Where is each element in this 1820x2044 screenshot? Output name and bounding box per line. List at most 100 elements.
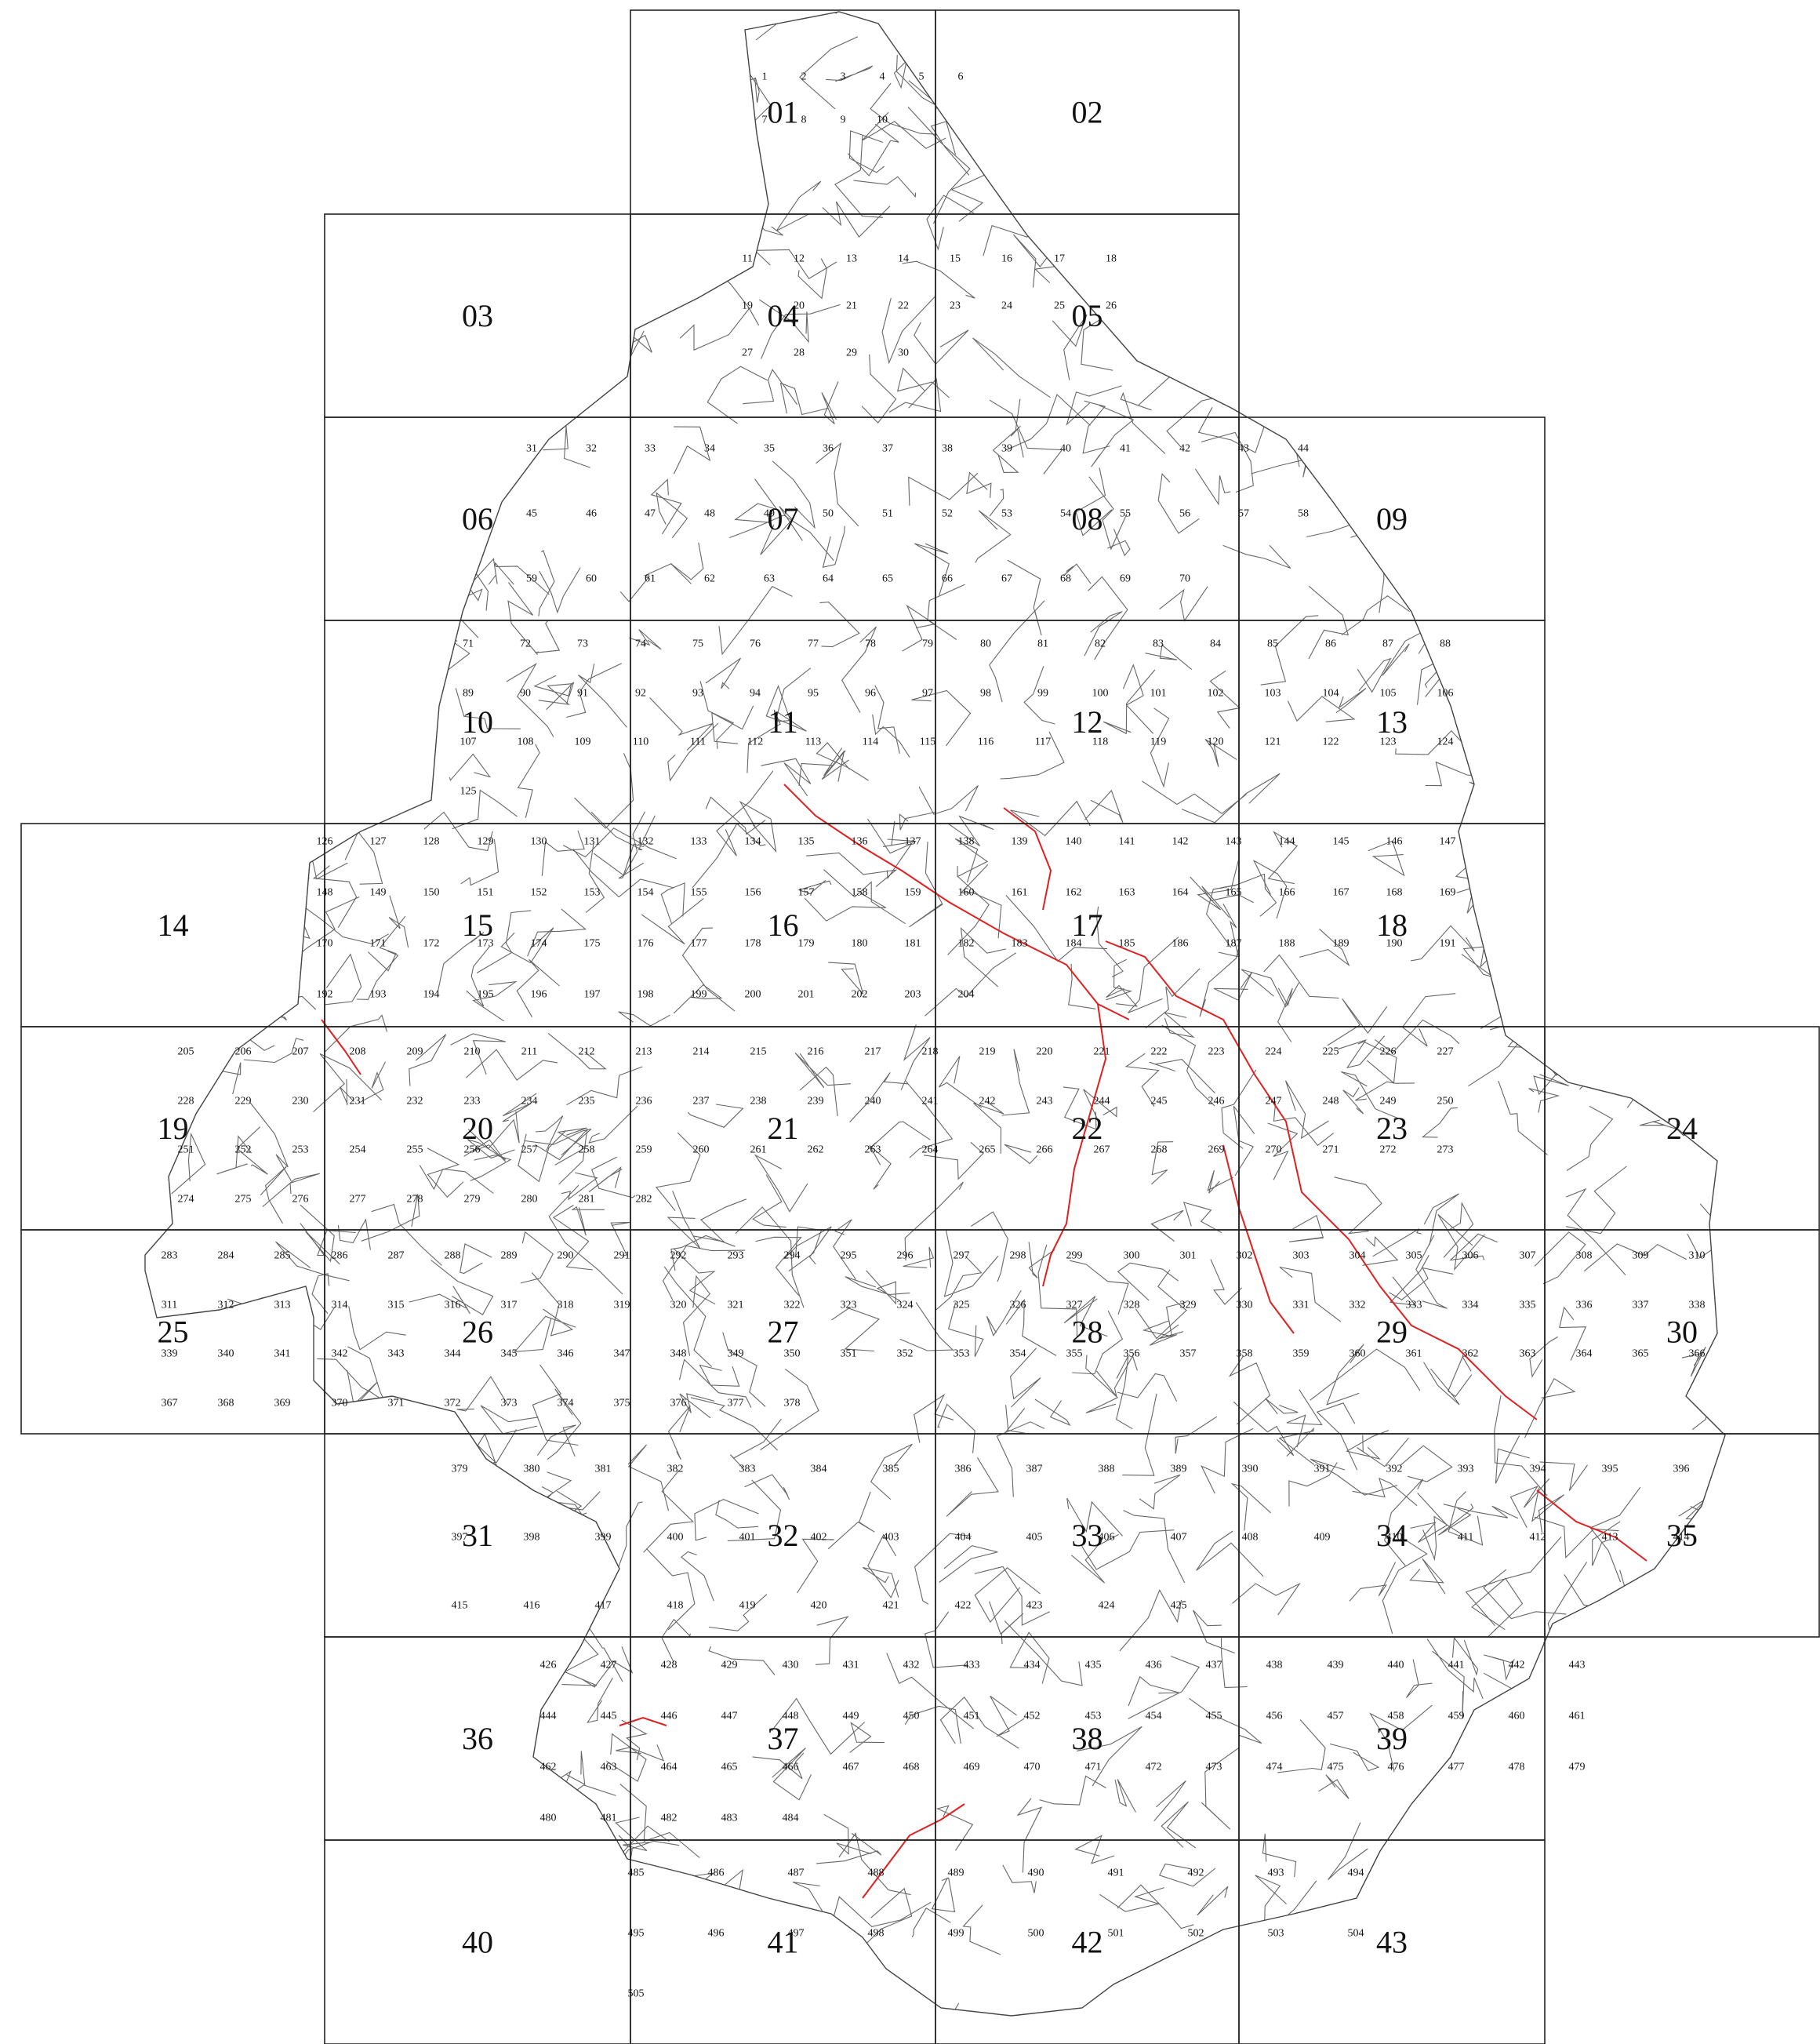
- parcel-boundary-line: [1557, 1935, 1633, 1985]
- parcel-number: 376: [670, 1398, 687, 1409]
- parcel-number: 65: [882, 573, 893, 585]
- sheet-04-label[interactable]: 04: [768, 298, 799, 333]
- parcel-boundary-line: [1322, 1910, 1365, 1990]
- parcel-number: 313: [274, 1300, 291, 1311]
- parcel-boundary-line: [538, 1769, 616, 1806]
- parcel-boundary-line: [1210, 1259, 1242, 1305]
- sheet-37-label[interactable]: 37: [768, 1721, 799, 1756]
- sheet-29-label[interactable]: 29: [1376, 1315, 1408, 1350]
- sheet-36-label[interactable]: 36: [462, 1721, 493, 1756]
- sheet-06-label[interactable]: 06: [462, 501, 493, 536]
- sheet-38-label[interactable]: 38: [1072, 1721, 1103, 1756]
- sheet-25-label[interactable]: 25: [158, 1315, 189, 1350]
- parcel-boundary-line: [1063, 563, 1092, 584]
- parcel-boundary-line: [735, 1206, 805, 1308]
- parcel-number: 230: [292, 1096, 309, 1107]
- parcel-number: 408: [1242, 1532, 1259, 1544]
- sheet-05-label[interactable]: 05: [1072, 298, 1103, 333]
- parcel-number: 486: [708, 1868, 725, 1879]
- sheet-17-label[interactable]: 17: [1072, 907, 1103, 943]
- sheet-11-label[interactable]: 11: [768, 704, 798, 740]
- sheet-09-label[interactable]: 09: [1376, 501, 1408, 536]
- sheet-31-label[interactable]: 31: [462, 1518, 493, 1553]
- sheet-22-label[interactable]: 22: [1072, 1111, 1103, 1146]
- parcel-boundary-line: [1128, 1675, 1179, 1707]
- sheet-20-label[interactable]: 20: [462, 1111, 493, 1146]
- parcel-number: 197: [584, 989, 601, 1001]
- sheet-42-label[interactable]: 42: [1072, 1925, 1103, 1960]
- sheet-33-label[interactable]: 33: [1072, 1518, 1103, 1553]
- sheet-14-label[interactable]: 14: [158, 907, 189, 943]
- parcel-number: 223: [1208, 1046, 1225, 1058]
- sheet-30-label[interactable]: 30: [1666, 1315, 1698, 1350]
- sheet-03-label[interactable]: 03: [462, 298, 493, 333]
- sheet-10-label[interactable]: 10: [462, 704, 493, 740]
- sheet-18-label[interactable]: 18: [1376, 907, 1408, 943]
- parcel-number: 53: [1001, 508, 1012, 520]
- sheet-34-label[interactable]: 34: [1376, 1518, 1408, 1553]
- parcel-boundary-line: [1260, 615, 1319, 686]
- parcel-number: 63: [764, 573, 775, 585]
- parcel-boundary-line: [1000, 731, 1065, 780]
- parcel-number: 466: [783, 1762, 799, 1773]
- parcel-boundary-line: [438, 149, 479, 254]
- parcel-boundary-line: [1262, 264, 1301, 300]
- sheet-01-label[interactable]: 01: [768, 95, 799, 130]
- parcel-number: 195: [478, 989, 494, 1001]
- parcel-boundary-line: [862, 111, 946, 149]
- sheet-27-label[interactable]: 27: [768, 1315, 799, 1350]
- parcel-boundary-line: [1278, 1427, 1315, 1465]
- parcel-number: 25: [1054, 300, 1065, 312]
- parcel-number: 190: [1386, 938, 1403, 950]
- sheet-15-label[interactable]: 15: [462, 907, 493, 943]
- parcel-boundary-line: [466, 1049, 558, 1081]
- parcel-number: 158: [852, 887, 868, 899]
- sheet-39-label[interactable]: 39: [1376, 1721, 1408, 1756]
- parcel-number: 319: [614, 1300, 630, 1311]
- sheet-19-label[interactable]: 19: [158, 1111, 189, 1146]
- parcel-number: 3: [841, 71, 846, 83]
- parcel-boundary-line: [849, 1722, 885, 1753]
- parcel-boundary-line: [938, 1056, 983, 1108]
- parcel-boundary-line: [975, 510, 1012, 563]
- parcel-boundary-line: [315, 564, 360, 614]
- parcel-boundary-line: [729, 515, 834, 561]
- sheet-24-label[interactable]: 24: [1666, 1111, 1698, 1146]
- parcel-number: 257: [521, 1144, 538, 1156]
- parcel-number: 80: [980, 638, 991, 650]
- sheet-41-label[interactable]: 41: [768, 1925, 799, 1960]
- parcel-boundary-line: [1533, 1061, 1569, 1096]
- parcel-number: 447: [721, 1711, 738, 1722]
- sheet-13-label[interactable]: 13: [1376, 704, 1408, 740]
- parcel-boundary-line: [356, 950, 399, 1000]
- parcel-number: 116: [978, 736, 994, 748]
- parcel-boundary-line: [779, 382, 829, 416]
- parcel-boundary-line: [1524, 1377, 1576, 1438]
- sheet-07-label[interactable]: 07: [768, 501, 799, 536]
- sheet-26-label[interactable]: 26: [462, 1315, 493, 1350]
- parcel-number: 56: [1179, 508, 1190, 520]
- sheet-08-label[interactable]: 08: [1072, 501, 1103, 536]
- parcel-boundary-line: [1117, 1884, 1194, 1929]
- sheet-40-label[interactable]: 40: [462, 1925, 493, 1960]
- parcel-number: 176: [638, 938, 654, 950]
- sheet-43-label[interactable]: 43: [1376, 1925, 1408, 1960]
- parcel-boundary-line: [615, 17, 644, 64]
- sheet-32-label[interactable]: 32: [768, 1518, 799, 1553]
- parcel-boundary-line: [537, 202, 572, 248]
- parcel-boundary-line: [861, 354, 897, 424]
- sheet-35-label[interactable]: 35: [1666, 1518, 1698, 1553]
- parcel-boundary-line: [202, 518, 249, 596]
- parcel-number: 58: [1298, 508, 1309, 520]
- sheet-12-label[interactable]: 12: [1072, 704, 1103, 740]
- sheet-21-label[interactable]: 21: [768, 1111, 799, 1146]
- sheet-23-label[interactable]: 23: [1376, 1111, 1408, 1146]
- sheet-28-label[interactable]: 28: [1072, 1315, 1103, 1350]
- sheet-02-label[interactable]: 02: [1072, 95, 1103, 130]
- sheet-16-label[interactable]: 16: [768, 907, 799, 943]
- parcel-boundary-line: [838, 1832, 911, 1896]
- sheet-labels: 01 02 03 04 05 06 07 08 09 10 11 12 13 14 15 16 17 18 19 20…: [158, 95, 1698, 1960]
- parcel-boundary-line: [888, 377, 942, 413]
- parcel-boundary-line: [1564, 263, 1607, 319]
- parcel-boundary-line: [572, 849, 674, 898]
